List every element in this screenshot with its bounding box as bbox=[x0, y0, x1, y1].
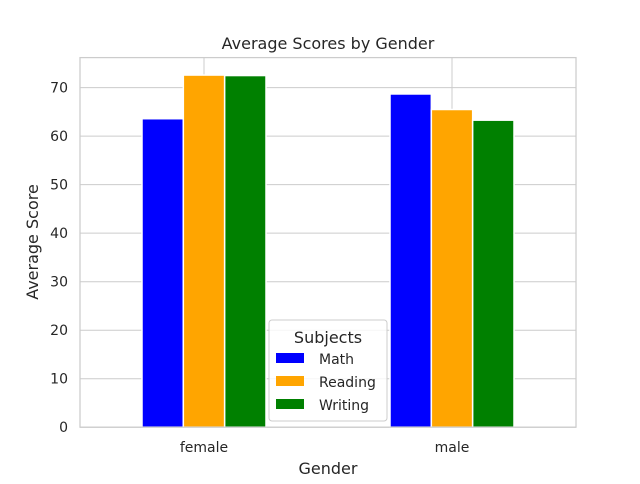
y-tick-label: 40 bbox=[50, 226, 68, 242]
y-axis-label: Average Score bbox=[23, 184, 42, 300]
bar-writing-male bbox=[471, 119, 515, 428]
legend-title: Subjects bbox=[294, 328, 362, 347]
y-tick-label: 30 bbox=[50, 275, 68, 291]
bars-layer bbox=[141, 74, 515, 428]
bar-reading-female bbox=[182, 74, 226, 428]
x-axis-ticks: female male bbox=[180, 440, 470, 456]
bar-reading-male bbox=[430, 108, 474, 428]
x-axis-label: Gender bbox=[299, 459, 358, 478]
legend-swatch-writing bbox=[276, 399, 304, 409]
legend-label-math: Math bbox=[319, 352, 354, 368]
legend-swatch-math bbox=[276, 353, 304, 363]
legend-label-writing: Writing bbox=[319, 398, 369, 414]
y-tick-label: 0 bbox=[59, 420, 68, 436]
x-tick-label: male bbox=[435, 440, 470, 456]
bar-math-female bbox=[141, 117, 185, 428]
legend-items: Math Reading Writing bbox=[276, 352, 376, 414]
legend-frame bbox=[268, 319, 388, 422]
y-axis-ticks: 0 10 20 30 40 50 60 70 bbox=[50, 81, 68, 437]
legend-label-reading: Reading bbox=[319, 375, 376, 391]
legend-swatch-reading bbox=[276, 376, 304, 386]
y-tick-label: 20 bbox=[50, 323, 68, 339]
legend: Subjects Math Reading Writing bbox=[268, 319, 388, 422]
x-tick-label: female bbox=[180, 440, 228, 456]
bar-writing-female bbox=[223, 74, 267, 428]
y-tick-label: 70 bbox=[50, 81, 68, 97]
y-tick-label: 50 bbox=[50, 178, 68, 194]
y-tick-label: 10 bbox=[50, 372, 68, 388]
bar-math-male bbox=[389, 93, 433, 428]
plot-frame bbox=[79, 56, 577, 428]
y-tick-label: 60 bbox=[50, 129, 68, 145]
chart-title: Average Scores by Gender bbox=[222, 34, 435, 53]
